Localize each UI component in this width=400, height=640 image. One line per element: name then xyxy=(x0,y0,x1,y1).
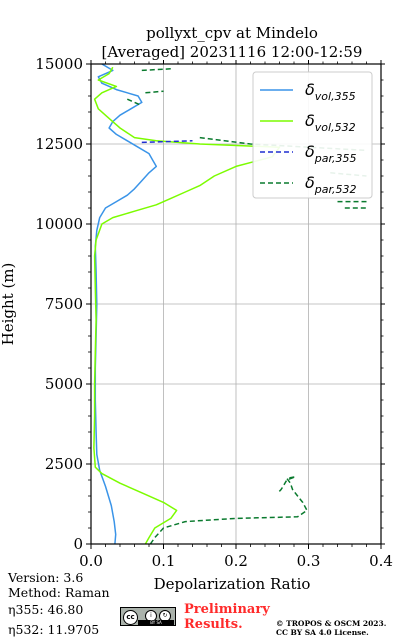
footer-eta355: η355: 46.80 xyxy=(8,602,84,617)
chart-title-line2: [Averaged] 20231116 12:00-12:59 xyxy=(102,43,363,61)
y-axis-label: Height (m) xyxy=(0,263,17,346)
x-tick-label-1: 0.1 xyxy=(152,552,176,570)
cc-badge-label: BY SA xyxy=(138,620,174,625)
preliminary-results-note: Preliminary Results. xyxy=(184,602,270,632)
copyright-line2: CC BY SA 4.0 License. xyxy=(276,628,369,637)
y-tick-label-4: 10000 xyxy=(35,215,83,233)
x-tick-label-2: 0.2 xyxy=(224,552,248,570)
y-tick-label-0: 0 xyxy=(73,535,83,553)
y-tick-label-5: 12500 xyxy=(35,135,83,153)
x-axis-label: Depolarization Ratio xyxy=(154,575,311,593)
copyright-note: © TROPOS & OSCM 2023. CC BY SA 4.0 Licen… xyxy=(276,619,400,637)
footer-version: Version: 3.6 xyxy=(8,570,84,585)
cc-license-badge: cc i ↻ BY SA xyxy=(120,607,176,626)
x-tick-label-0: 0.0 xyxy=(79,552,103,570)
cc-icon: cc xyxy=(123,610,138,625)
footer-method: Method: Raman xyxy=(8,585,110,600)
legend-label-0: δvol,355 xyxy=(305,80,356,103)
y-tick-label-3: 7500 xyxy=(45,295,83,313)
legend-label-3: δpar,532 xyxy=(305,173,357,196)
x-tick-label-4: 0.4 xyxy=(369,552,393,570)
series-line-par-355 xyxy=(141,140,193,144)
series-line-par-532 xyxy=(149,476,308,545)
legend: δvol,355 δvol,532 δpar,355 δpar,532 xyxy=(252,71,373,199)
y-tick-label-2: 5000 xyxy=(45,375,83,393)
legend-box xyxy=(252,71,373,199)
y-tick-label-1: 2500 xyxy=(45,455,83,473)
x-tick-label-3: 0.3 xyxy=(297,552,321,570)
legend-label-1: δvol,532 xyxy=(305,111,356,134)
axes-ticks: 0.0 0.1 0.2 0.3 0.4 0 2500 5000 7500 10000 12500 15… xyxy=(35,55,393,570)
series-line-vol-532 xyxy=(93,66,281,545)
copyright-line1: © TROPOS & OSCM 2023. xyxy=(276,619,387,628)
series-segment-par-532-4 xyxy=(141,68,171,72)
legend-label-2: δpar,355 xyxy=(305,142,357,165)
series-segment-par-532-6 xyxy=(126,98,143,107)
footer-eta532: η532: 11.9705 xyxy=(8,622,100,637)
series-segment-par-532-5 xyxy=(145,90,164,94)
y-tick-label-6: 15000 xyxy=(35,55,83,73)
depolarization-chart: 0.0 0.1 0.2 0.3 0.4 0 2500 5000 7500 10000 12500 15… xyxy=(0,24,393,593)
chart-title-line1: pollyxt_cpv at Mindelo xyxy=(146,24,318,42)
